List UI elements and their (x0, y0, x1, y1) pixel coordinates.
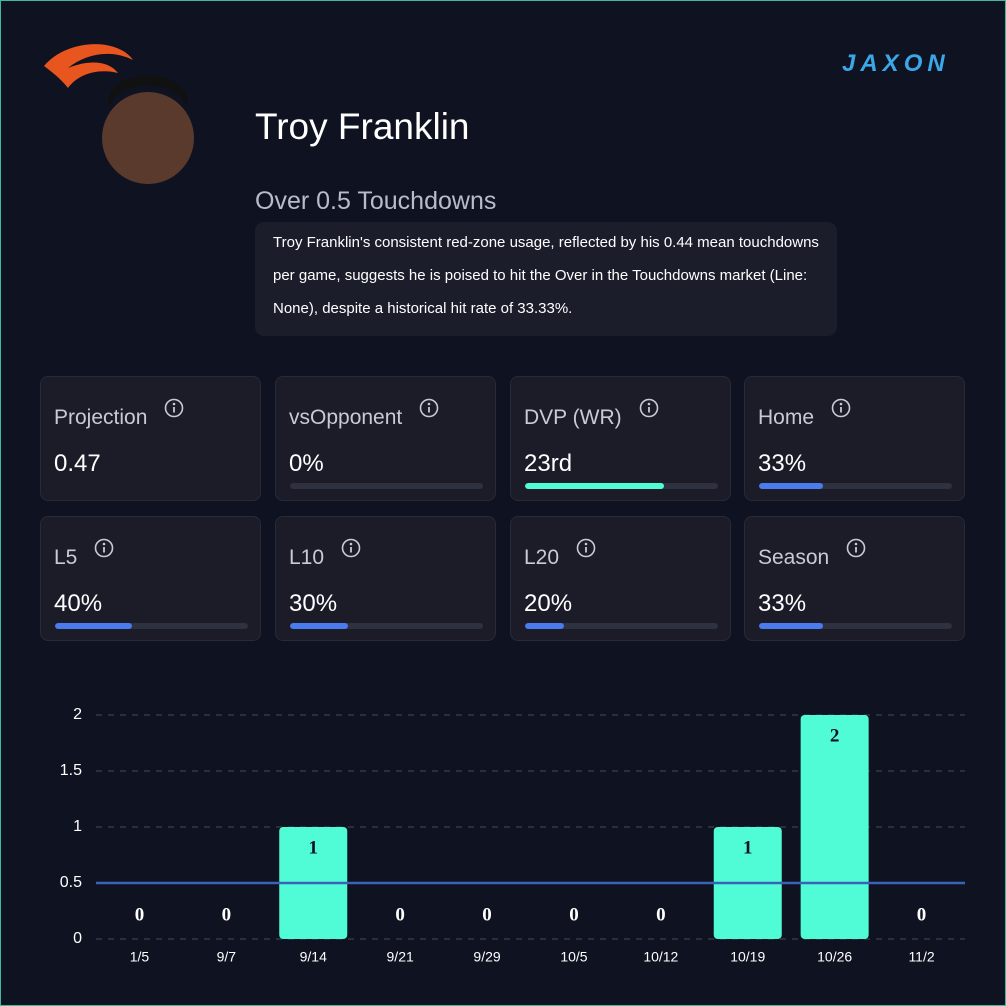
bar (800, 715, 869, 939)
card-label: L20 (524, 546, 560, 569)
progress-track (759, 483, 952, 489)
prop-title: Over 0.5 Touchdowns (255, 187, 497, 215)
info-icon-dot (854, 542, 858, 546)
progress-track (759, 623, 952, 629)
progress-fill (55, 623, 133, 629)
card-label: Season (758, 546, 830, 569)
info-icon-dot (584, 542, 588, 546)
data-label: 1 (743, 837, 753, 858)
card-label: L5 (54, 546, 78, 569)
info-icon-ring (639, 398, 658, 418)
data-label: 0 (222, 904, 232, 925)
info-icon-dot (349, 542, 353, 546)
card-value: 33% (758, 590, 807, 617)
info-icon (341, 538, 361, 558)
data-label: 0 (395, 904, 405, 925)
progress-fill (525, 623, 564, 629)
progress-track (290, 623, 483, 629)
data-label: 0 (135, 904, 145, 925)
info-icon-dot (173, 402, 176, 406)
info-icon-ring (419, 398, 439, 418)
info-icon-ring (341, 538, 361, 558)
data-label: 0 (569, 904, 579, 925)
info-icon-dot (427, 402, 431, 406)
card-value: 33% (758, 450, 807, 477)
y-tick-label: 0 (73, 930, 82, 947)
card-value: 20% (524, 590, 573, 617)
x-tick-label: 10/5 (560, 949, 587, 965)
player-name: Troy Franklin (255, 106, 470, 147)
card-value: 0% (289, 450, 324, 477)
x-tick-label: 10/19 (730, 949, 765, 965)
progress-fill (759, 483, 823, 489)
card-label: Projection (54, 406, 148, 429)
y-tick-label: 0.5 (60, 874, 82, 891)
progress-track (525, 623, 718, 629)
card-value: 23rd (524, 450, 573, 477)
card-value: 40% (54, 590, 103, 617)
card-label: vsOpponent (289, 406, 403, 429)
x-tick-label: 11/2 (908, 949, 934, 965)
info-icon (831, 398, 851, 418)
stat-card: DVP (WR) 23rd (510, 376, 731, 501)
brand-logo: JAXON (842, 50, 950, 77)
info-icon (639, 398, 658, 418)
data-label: 0 (917, 904, 927, 925)
info-icon-dot (103, 542, 106, 546)
stat-card: L20 20% (510, 516, 731, 641)
info-icon-ring (95, 538, 114, 558)
progress-fill (759, 623, 823, 629)
x-tick-label: 9/21 (387, 949, 414, 965)
y-tick-label: 1.5 (60, 762, 82, 779)
player-photo-hat (108, 75, 188, 108)
header-images (44, 44, 194, 198)
stat-card: Season 33% (744, 516, 965, 641)
info-icon (576, 538, 596, 558)
chart: 0 0.5 1 1.5 2 1/5 0 9/7 0 9/14 1 9/21 0 9/29 0 10/5 0 10/… (60, 706, 965, 965)
info-icon-dot (839, 402, 843, 406)
x-tick-label: 10/12 (643, 949, 678, 965)
progress-fill (525, 483, 664, 489)
progress-track (525, 483, 718, 489)
card-value: 30% (289, 590, 338, 617)
data-label: 1 (309, 837, 319, 858)
stat-card: L10 30% (275, 516, 496, 641)
info-icon (95, 538, 114, 558)
data-label: 0 (656, 904, 666, 925)
stat-card: Projection 0.47 (40, 376, 261, 501)
info-icon (165, 398, 184, 418)
x-tick-label: 1/5 (130, 949, 150, 965)
progress-track (290, 483, 483, 489)
card-label: L10 (289, 546, 325, 569)
info-icon (419, 398, 439, 418)
progress-track (55, 623, 248, 629)
stat-card: vsOpponent 0% (275, 376, 496, 501)
info-icon (846, 538, 866, 558)
stat-card: L5 40% (40, 516, 261, 641)
x-tick-label: 10/26 (817, 949, 852, 965)
card-label: DVP (WR) (524, 406, 622, 429)
stat-card: Home 33% (744, 376, 965, 501)
info-icon-ring (165, 398, 184, 418)
photo-mask (102, 168, 194, 198)
team-logo (44, 44, 133, 88)
info-icon-ring (576, 538, 596, 558)
data-label: 0 (482, 904, 492, 925)
data-label: 2 (830, 725, 840, 746)
x-tick-label: 9/29 (473, 949, 500, 965)
info-icon-ring (831, 398, 851, 418)
x-tick-label: 9/7 (217, 949, 237, 965)
info-icon-ring (846, 538, 866, 558)
y-tick-label: 1 (73, 818, 82, 835)
x-tick-label: 9/14 (300, 949, 327, 965)
progress-fill (290, 623, 348, 629)
card-label: Home (758, 406, 815, 429)
info-icon-dot (647, 402, 650, 406)
y-tick-label: 2 (73, 706, 82, 723)
summary: Troy Franklin's consistent red-zone usag… (255, 222, 837, 336)
card-value: 0.47 (54, 450, 101, 477)
player-photo (102, 92, 194, 184)
